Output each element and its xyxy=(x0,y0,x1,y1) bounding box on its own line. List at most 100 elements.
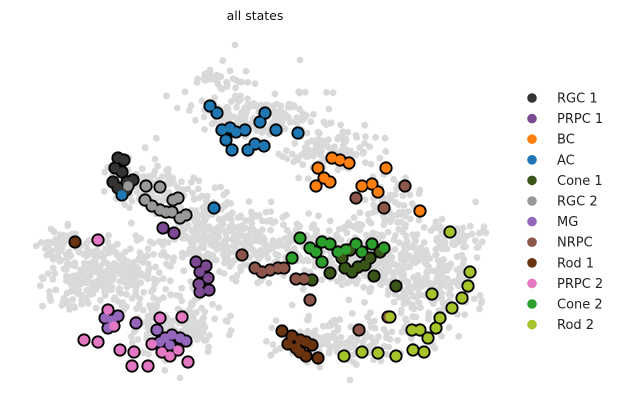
background-point xyxy=(398,251,406,259)
point-nrpc xyxy=(354,325,364,335)
background-point xyxy=(47,297,55,304)
background-point xyxy=(166,277,174,285)
background-point xyxy=(120,259,128,267)
background-point xyxy=(185,107,193,114)
background-point xyxy=(454,280,462,288)
background-point xyxy=(307,118,315,126)
background-point xyxy=(267,208,275,216)
background-point xyxy=(44,270,52,278)
background-point xyxy=(325,105,333,113)
background-point xyxy=(384,228,392,236)
background-point xyxy=(188,299,196,307)
background-point xyxy=(356,209,364,217)
background-point xyxy=(57,256,65,264)
background-point xyxy=(70,262,78,269)
background-point xyxy=(161,367,169,374)
legend-label-ac: AC xyxy=(557,153,575,168)
background-point xyxy=(361,159,369,167)
background-point xyxy=(232,277,240,285)
point-ac xyxy=(212,108,222,118)
background-point xyxy=(122,267,130,275)
background-point xyxy=(411,234,418,241)
background-point xyxy=(233,272,241,279)
point-prpc-2 xyxy=(103,305,113,315)
background-point xyxy=(441,239,449,247)
background-point xyxy=(105,232,112,239)
background-point xyxy=(237,110,245,117)
background-point xyxy=(408,335,415,342)
background-point xyxy=(195,194,203,202)
point-ac xyxy=(117,190,127,200)
background-point xyxy=(283,226,291,234)
background-point xyxy=(60,294,68,302)
point-prpc-2 xyxy=(93,337,103,347)
background-point xyxy=(293,119,301,127)
background-point xyxy=(154,162,162,170)
background-point xyxy=(280,221,287,229)
background-point xyxy=(346,376,354,384)
background-point xyxy=(434,257,442,264)
background-point xyxy=(339,142,347,149)
background-point xyxy=(178,178,185,186)
background-point xyxy=(327,119,335,127)
point-bc xyxy=(381,163,391,173)
background-point xyxy=(384,291,392,298)
background-point xyxy=(431,344,439,352)
point-ac xyxy=(231,127,241,137)
background-point xyxy=(323,89,330,96)
background-point xyxy=(458,230,465,238)
point-rod-2 xyxy=(465,267,475,277)
background-point xyxy=(383,351,390,358)
point-rod-2 xyxy=(408,345,418,355)
background-point xyxy=(313,146,320,154)
point-prpc-2 xyxy=(155,313,165,323)
background-point xyxy=(169,174,177,182)
background-point xyxy=(269,237,277,244)
background-point xyxy=(316,363,324,371)
background-point xyxy=(385,343,393,351)
background-point xyxy=(301,144,309,151)
background-point xyxy=(406,215,414,223)
background-point xyxy=(331,143,338,151)
background-point xyxy=(342,135,350,143)
background-point xyxy=(148,288,155,295)
background-point xyxy=(438,215,446,223)
background-point xyxy=(277,110,285,118)
point-nrpc xyxy=(291,274,301,284)
background-point xyxy=(121,201,129,209)
legend-label-cone-1: Cone 1 xyxy=(557,174,603,189)
background-point xyxy=(337,121,344,129)
background-point xyxy=(326,217,334,225)
background-point xyxy=(400,202,408,209)
background-point xyxy=(332,231,340,239)
background-point xyxy=(305,312,313,320)
background-point xyxy=(100,188,108,195)
background-point xyxy=(113,297,121,305)
background-point xyxy=(471,237,479,245)
background-point xyxy=(283,155,291,163)
point-mg xyxy=(155,337,165,347)
background-point xyxy=(390,236,398,244)
background-point xyxy=(333,277,341,285)
point-rod-1 xyxy=(70,237,80,247)
background-point xyxy=(151,155,159,163)
point-nrpc xyxy=(250,263,260,273)
background-point xyxy=(405,285,413,292)
legend-marker-rod-2 xyxy=(527,319,537,330)
background-point xyxy=(468,230,476,238)
point-ac xyxy=(227,145,237,155)
background-point xyxy=(394,337,401,344)
background-point xyxy=(205,343,213,351)
point-cone-2 xyxy=(317,237,327,247)
background-point xyxy=(353,221,361,229)
background-point xyxy=(433,235,441,242)
point-rod-2 xyxy=(391,351,401,361)
background-point xyxy=(393,211,400,219)
background-point xyxy=(313,226,321,234)
point-mg xyxy=(113,311,123,321)
background-point xyxy=(265,279,273,287)
background-point xyxy=(436,222,444,230)
point-nrpc xyxy=(279,263,289,273)
background-point xyxy=(108,276,116,284)
background-point xyxy=(226,67,234,75)
